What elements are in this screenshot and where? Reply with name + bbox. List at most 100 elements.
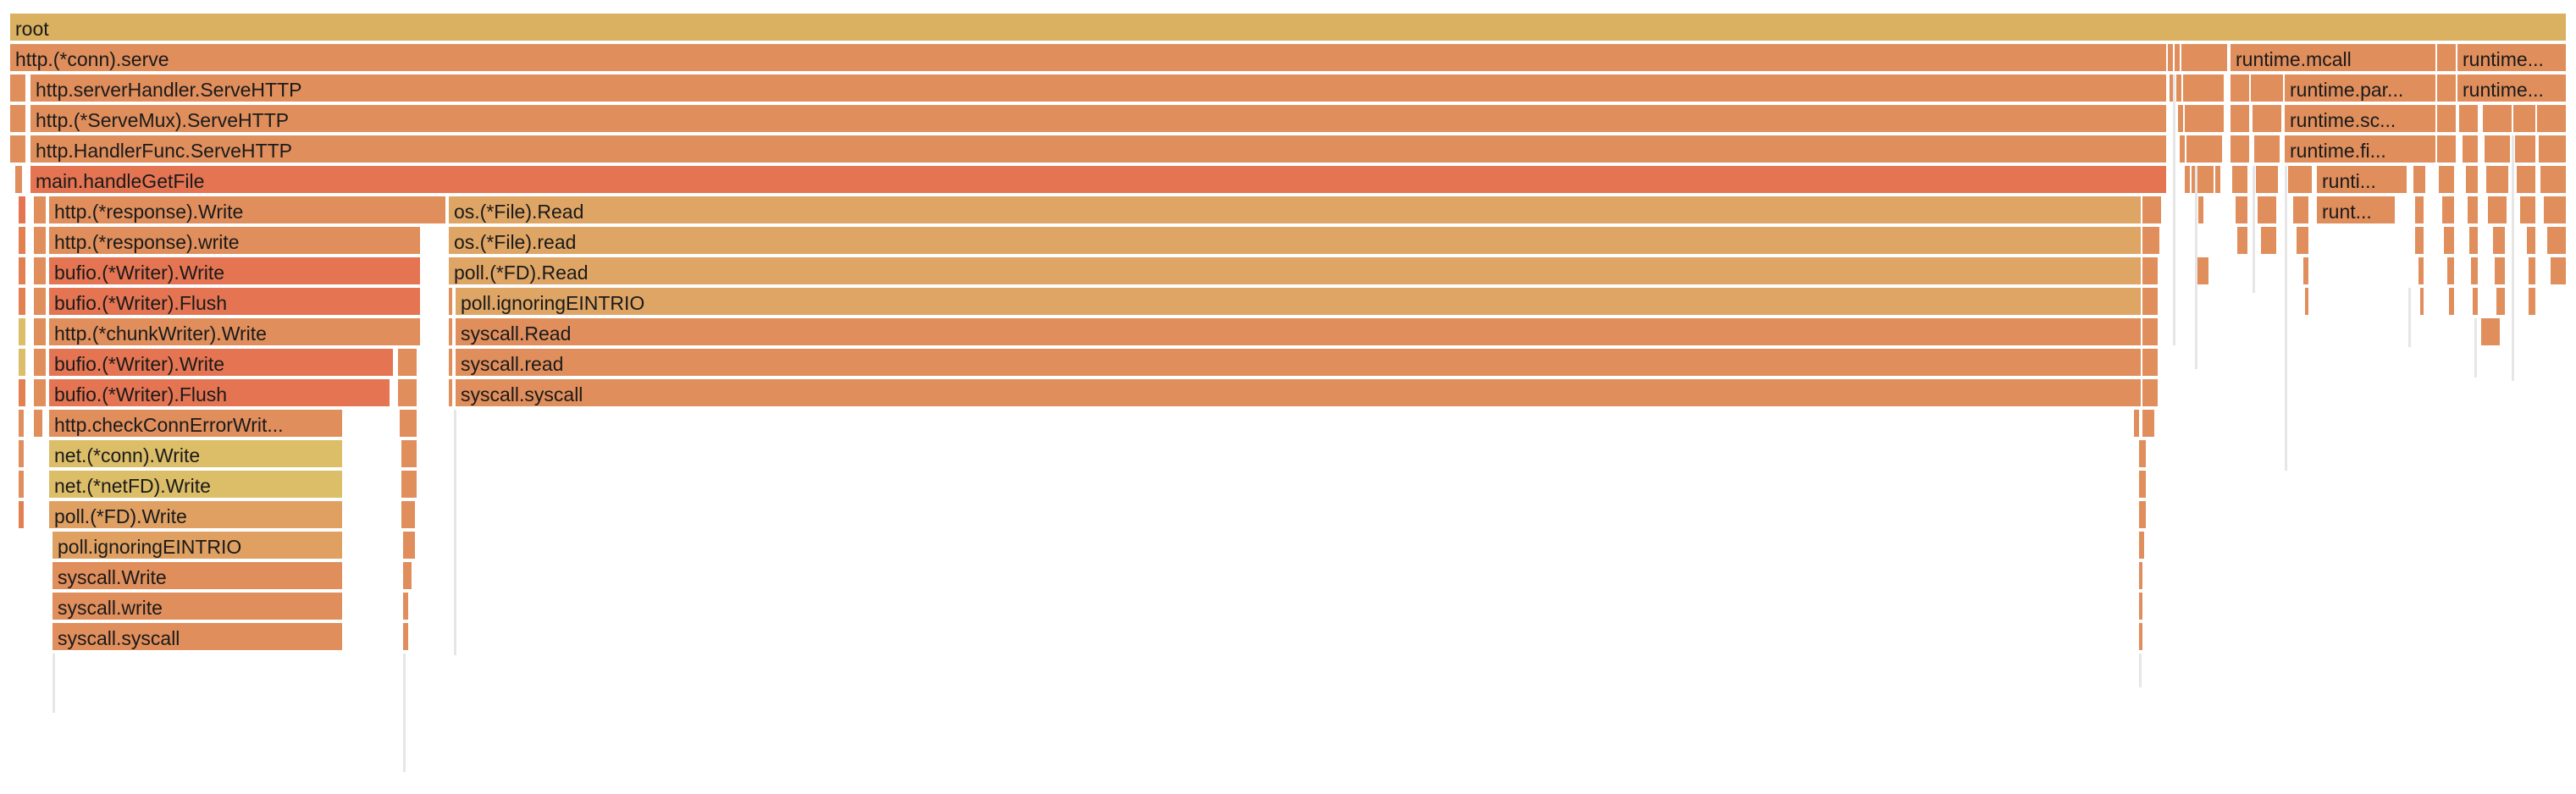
frame-small[interactable] [2142,196,2163,225]
frame-small[interactable] [2305,288,2310,317]
frame-chunkwriter[interactable]: http.(*chunkWriter).Write [49,318,422,347]
frame-small[interactable] [2134,410,2141,438]
frame-small[interactable] [2142,410,2156,438]
frame-small[interactable] [2437,74,2457,103]
frame-small[interactable] [401,440,418,469]
frame-small[interactable] [2178,105,2185,134]
frame-small[interactable] [2459,105,2479,134]
frame-poll-ignoring-write[interactable]: poll.ignoringEINTRIO [53,532,344,560]
frame-handlerfunc[interactable]: http.HandlerFunc.ServeHTTP [30,135,2168,164]
frame-small[interactable] [2256,166,2280,195]
frame-small[interactable] [2251,74,2285,103]
frame-small[interactable] [10,74,27,103]
frame-small[interactable] [2537,105,2568,134]
frame-small[interactable] [2139,501,2148,530]
frame-bufio-write-2[interactable]: bufio.(*Writer).Write [49,349,395,378]
frame-small[interactable] [2288,166,2313,195]
frame-net-netfd-write[interactable]: net.(*netFD).Write [49,471,344,499]
frame-runtime-park[interactable]: runtime.par... [2285,74,2437,103]
frame-small[interactable] [19,471,25,499]
frame-small[interactable] [2520,196,2537,225]
frame-small[interactable] [2231,135,2251,164]
frame-small[interactable] [403,623,410,652]
frame-small[interactable] [2139,440,2148,469]
frame-small[interactable] [2527,227,2537,256]
frame-small[interactable] [2415,196,2425,225]
frame-small[interactable] [2253,105,2283,134]
frame-small[interactable] [2176,74,2183,103]
frame-small[interactable] [403,562,413,591]
frame-os-file-Read[interactable]: os.(*File).Read [449,196,2142,225]
frame-small[interactable] [2483,105,2513,134]
frame-small[interactable] [2180,135,2186,164]
frame-small[interactable] [2540,166,2568,195]
frame-small[interactable] [19,196,27,225]
frame-handle-get-file[interactable]: main.handleGetFile [30,166,2168,195]
frame-small[interactable] [2142,257,2159,286]
frame-small[interactable] [2254,135,2281,164]
frame-small[interactable] [2513,105,2537,134]
frame-small[interactable] [2237,227,2249,256]
frame-small[interactable] [2142,227,2161,256]
frame-server-handler[interactable]: http.serverHandler.ServeHTTP [30,74,2168,103]
frame-runtime-mcall[interactable]: runtime.mcall [2231,44,2437,73]
frame-small[interactable] [10,105,27,134]
frame-small[interactable] [2449,288,2456,317]
frame-net-conn-write[interactable]: net.(*conn).Write [49,440,344,469]
frame-runtime-trunc-2[interactable]: runtime... [2457,74,2568,103]
frame-small[interactable] [2547,227,2568,256]
frame-bufio-flush-2[interactable]: bufio.(*Writer).Flush [49,379,391,408]
frame-syscall-syscall-read[interactable]: syscall.syscall [456,379,2142,408]
frame-runti[interactable]: runti... [2317,166,2408,195]
frame-small[interactable] [2297,227,2310,256]
frame-small[interactable] [2486,166,2510,195]
frame-small[interactable] [2447,257,2456,286]
frame-small[interactable] [2469,227,2479,256]
frame-small[interactable] [2539,135,2568,164]
frame-small[interactable] [2261,227,2278,256]
frame-small[interactable] [2236,196,2249,225]
frame-small[interactable] [400,410,418,438]
frame-small[interactable] [2529,257,2537,286]
frame-syscall-write[interactable]: syscall.write [53,593,344,621]
frame-response-Write[interactable]: http.(*response).Write [49,196,447,225]
frame-small[interactable] [2175,44,2181,73]
frame-small[interactable] [2517,166,2537,195]
frame-small[interactable] [2142,318,2159,347]
frame-small[interactable] [2551,257,2568,286]
frame-small[interactable] [19,440,25,469]
frame-small[interactable] [2181,44,2229,73]
frame-small[interactable] [2420,288,2425,317]
frame-small[interactable] [2185,105,2225,134]
frame-small[interactable] [2198,196,2205,225]
frame-small[interactable] [34,379,47,408]
frame-small[interactable] [2168,44,2175,73]
frame-small[interactable] [398,379,418,408]
frame-small[interactable] [2183,74,2225,103]
frame-runtime-fi[interactable]: runtime.fi... [2285,135,2437,164]
frame-small[interactable] [401,471,418,499]
frame-poll-ignoring-read[interactable]: poll.ignoringEINTRIO [456,288,2142,317]
frame-small[interactable] [2437,105,2457,134]
frame-small[interactable] [2481,318,2501,347]
frame-runtime-trunc[interactable]: runtime... [2457,44,2568,73]
frame-check-conn[interactable]: http.checkConnErrorWrit... [49,410,344,438]
frame-small[interactable] [2473,288,2479,317]
frame-small[interactable] [2488,196,2508,225]
frame-small[interactable] [2529,288,2537,317]
frame-small[interactable] [2139,623,2144,652]
frame-small[interactable] [403,593,410,621]
frame-small[interactable] [2437,135,2457,164]
frame-small[interactable] [2215,166,2222,195]
frame-small[interactable] [19,288,27,317]
frame-small[interactable] [2468,196,2479,225]
frame-bufio-flush[interactable]: bufio.(*Writer).Flush [49,288,422,317]
frame-small[interactable] [2139,593,2144,621]
frame-small[interactable] [2142,288,2159,317]
frame-small[interactable] [2186,135,2224,164]
frame-small[interactable] [2258,196,2278,225]
frame-small[interactable] [2515,135,2537,164]
frame-small[interactable] [2471,257,2479,286]
frame-small[interactable] [449,288,454,317]
frame-small[interactable] [2142,349,2159,378]
